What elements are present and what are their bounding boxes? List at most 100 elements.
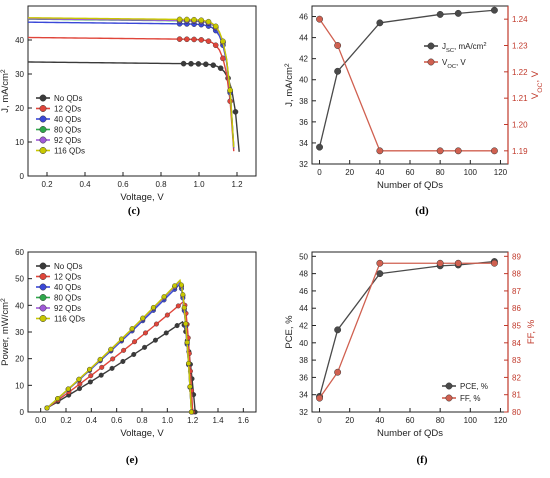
y2-tick-label: 85 (512, 322, 521, 331)
x-tick-label: 1.6 (238, 416, 250, 425)
pv-point (118, 336, 124, 342)
legend-marker (39, 262, 47, 270)
y2-tick-label: 82 (512, 373, 521, 382)
jv-point (205, 18, 212, 25)
pv-point (181, 305, 187, 311)
panel-e: 0.0 0.2 0.4 0.6 0.8 1.0 1.2 1.4 1.6 0 10 20 30 40 50 60… (0, 248, 257, 439)
x-tick-label: 100 (464, 168, 478, 177)
legend-label: JSC, mA/cm2 (442, 42, 487, 54)
y-tick-label: 60 (15, 248, 24, 257)
legend-label: 40 QDs (54, 283, 81, 292)
pv-point (120, 358, 126, 364)
x-tick-label: 1.2 (187, 416, 199, 425)
x-tick-label: 0.8 (136, 416, 148, 425)
pv-curve-0 (46, 320, 196, 413)
legend-marker (39, 273, 47, 280)
jv-point (212, 23, 219, 30)
data-point (436, 147, 444, 155)
pv-point (77, 386, 83, 392)
y-tick-label: 34 (299, 391, 308, 400)
y-tick-label: 38 (299, 356, 308, 365)
x-tick-label: 40 (375, 416, 384, 425)
y2-tick-label: 88 (512, 270, 521, 279)
x-tick-label: 20 (345, 416, 354, 425)
pv-point (98, 372, 104, 378)
data-point (454, 259, 462, 267)
pv-point (76, 376, 82, 382)
y-tick-label: 32 (299, 408, 308, 417)
pv-point (121, 347, 127, 353)
data-point (334, 42, 342, 49)
pv-point (150, 304, 156, 310)
x-tick-label: 80 (436, 416, 445, 425)
y2-tick-label: 80 (512, 408, 521, 417)
x-tick-label: 40 (375, 168, 384, 177)
y-tick-label: 46 (299, 13, 308, 22)
legend-marker (39, 126, 47, 133)
pv-point (65, 386, 71, 392)
data-point (334, 67, 342, 75)
x-tick-label: 20 (345, 168, 354, 177)
jv-point (191, 36, 197, 43)
pv-point (129, 326, 135, 332)
y2-tick-label: 84 (512, 339, 521, 348)
data-point (334, 326, 342, 334)
y2-tick-label: 1.20 (512, 121, 528, 130)
data-point (490, 259, 498, 267)
pv-point (44, 405, 50, 411)
y2-tick-label: 89 (512, 252, 521, 261)
pv-point (88, 373, 94, 379)
jv-point (180, 60, 187, 67)
jv-point (176, 36, 183, 42)
pv-point (164, 312, 170, 318)
series-line-0 (318, 260, 495, 397)
x-tick-label: 0.4 (86, 416, 98, 425)
legend-marker (39, 115, 47, 123)
caption-c: (c) (128, 205, 141, 217)
legend-marker (39, 304, 47, 312)
pv-point (184, 339, 190, 345)
pv-point (97, 356, 103, 362)
y2-tick-label: 1.24 (512, 15, 528, 24)
y-axis-label: PCE, % (284, 315, 295, 349)
pv-point (55, 396, 61, 402)
y2-axis-label: VOC, V (530, 70, 544, 99)
pv-point (180, 292, 186, 298)
pv-point (187, 384, 193, 390)
data-point (436, 259, 444, 267)
x-tick-label: 0.2 (41, 180, 53, 189)
pv-point (142, 344, 148, 350)
jv-point (184, 36, 190, 43)
legend-label: 12 QDs (54, 273, 81, 282)
x-tick-label: 0 (317, 168, 322, 177)
y-tick-label: 50 (15, 275, 24, 284)
data-point (490, 147, 498, 155)
pv-point (131, 351, 137, 357)
legend-label: 40 QDs (54, 115, 81, 124)
pv-point (172, 283, 178, 289)
y-tick-label: 44 (299, 304, 308, 313)
x-tick-label: 0.4 (79, 180, 91, 189)
caption-f: (f) (417, 454, 428, 466)
y-tick-label: 10 (15, 381, 24, 390)
legend-marker (39, 315, 47, 322)
legend-label: 116 QDs (54, 315, 85, 324)
legend-marker (39, 294, 47, 301)
y-tick-label: 40 (299, 76, 308, 85)
panel-f: 0 20 40 60 80 100 120 32 34 36 38 40 42 44 46 48 50 Numbe… (284, 251, 537, 439)
y2-tick-label: 1.23 (512, 42, 528, 51)
x-tick-label: 1.4 (212, 416, 224, 425)
pv-point (163, 330, 169, 336)
series-line-1 (319, 262, 495, 399)
x-tick-label: 1.2 (231, 180, 243, 189)
data-point (376, 270, 384, 278)
legend-label: 92 QDs (54, 136, 81, 145)
plot-frame (27, 5, 257, 177)
plot-frame (311, 5, 509, 165)
y-tick-label: 48 (299, 270, 308, 279)
pv-point (178, 282, 184, 288)
y-axis-label: J, mA/cm2 (0, 69, 11, 113)
pv-point (153, 321, 159, 327)
x-tick-label: 60 (406, 416, 415, 425)
data-point (376, 147, 384, 155)
